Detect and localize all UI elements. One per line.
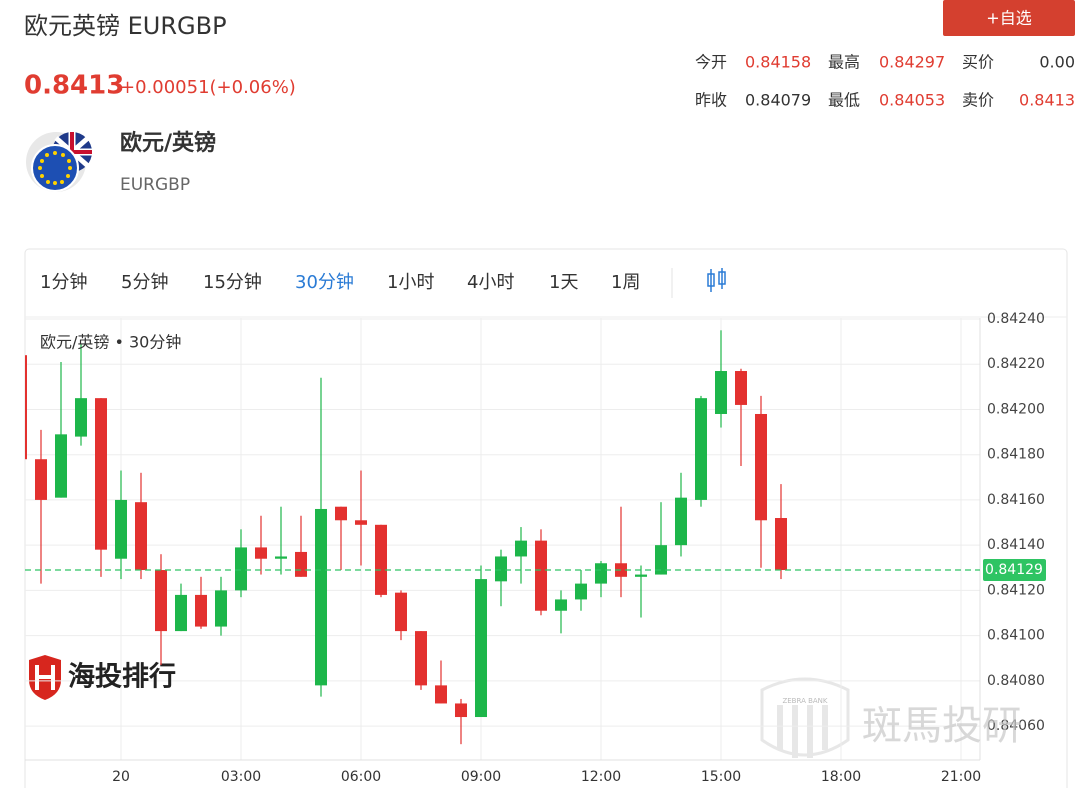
candle-body [75, 398, 87, 437]
chart-panel [24, 248, 1068, 788]
candle-body [495, 556, 507, 582]
y-tick-label: 0.84060 [987, 718, 1045, 734]
watermark-brand-en: ZEBRA BANK [782, 697, 827, 705]
stat-label: 最高 [828, 53, 860, 72]
candle-body [375, 524, 387, 595]
candle-body [175, 594, 187, 632]
candle-body [95, 398, 107, 550]
candle-body [155, 570, 167, 632]
timeframe-tab[interactable]: 5分钟 [121, 272, 168, 293]
x-tick-label: 06:00 [341, 769, 381, 785]
y-tick-label: 0.84120 [987, 582, 1045, 598]
stat-value: 0.84158 [745, 53, 811, 72]
candle-body [355, 520, 367, 525]
add-watchlist-button[interactable] [943, 0, 1075, 36]
candle-body [35, 459, 47, 500]
candle-body [115, 499, 127, 559]
candle-body [735, 371, 747, 405]
last-price-badge [983, 559, 1046, 582]
grid [25, 318, 980, 760]
stat-label: 买价 [962, 53, 994, 72]
x-tick-label: 18:00 [821, 769, 861, 785]
add-watchlist-label[interactable]: +自选 [986, 9, 1031, 28]
x-tick-label: 03:00 [221, 769, 261, 785]
stat-label: 卖价 [962, 91, 994, 110]
stat-label: 最低 [828, 91, 860, 110]
candle-body [295, 551, 307, 577]
candle-body [435, 685, 447, 704]
brand-watermark [760, 677, 850, 758]
candle-body [275, 556, 287, 559]
candle-body [775, 518, 787, 571]
y-tick-label: 0.84160 [987, 492, 1045, 508]
candle-body [655, 545, 667, 575]
y-tick-label: 0.84240 [987, 311, 1045, 327]
y-tick-label: 0.84220 [987, 356, 1045, 372]
candle-body [255, 547, 267, 559]
last-price: 0.8413 [24, 71, 124, 101]
stat-value: 0.8413 [1019, 91, 1075, 110]
candle-body [55, 434, 67, 498]
x-tick-label: 09:00 [461, 769, 501, 785]
timeframe-tab[interactable]: 1小时 [387, 272, 434, 293]
candle-body [135, 502, 147, 571]
timeframe-tab[interactable]: 30分钟 [295, 272, 354, 293]
stat-value: 0.84079 [745, 91, 811, 110]
stat-value: 0.00 [1039, 53, 1075, 72]
timeframe-tab[interactable]: 1周 [611, 272, 640, 293]
timeframe-tab[interactable]: 15分钟 [203, 272, 262, 293]
candle-body [695, 398, 707, 500]
x-tick-label: 15:00 [701, 769, 741, 785]
y-tick-label: 0.84180 [987, 447, 1045, 463]
timeframe-tab[interactable]: 1分钟 [40, 272, 87, 293]
candle-body [595, 563, 607, 584]
page-title: 欧元英镑 EURGBP [24, 12, 227, 40]
chart-type-icon[interactable] [707, 268, 726, 292]
last-price-label: 0.84129 [985, 562, 1043, 578]
candle-body [215, 590, 227, 627]
timeframe-tab[interactable]: 4小时 [467, 272, 514, 293]
stat-label: 今开 [695, 53, 727, 72]
stat-value: 0.84053 [879, 91, 945, 110]
y-tick-label: 0.84200 [987, 401, 1045, 417]
y-tick-label: 0.84080 [987, 673, 1045, 689]
logo-watermark [29, 655, 61, 700]
x-tick-label: 12:00 [581, 769, 621, 785]
candle-body [575, 583, 587, 600]
flag-icon [26, 132, 92, 192]
candle-body [235, 547, 247, 591]
candle-body [635, 574, 647, 577]
price-change: +0.00051(+0.06%) [120, 77, 296, 98]
x-tick-label: 21:00 [941, 769, 981, 785]
candle-body [315, 508, 327, 686]
candle-body [195, 594, 207, 627]
candle-body [415, 631, 427, 686]
candle-body [675, 497, 687, 546]
chart-title: 欧元/英镑 • 30分钟 [40, 333, 181, 352]
stat-label: 昨收 [695, 91, 727, 110]
stat-value: 0.84297 [879, 53, 945, 72]
candle-body [455, 703, 467, 718]
watermark-brand: 斑馬投研 [862, 703, 1022, 749]
candle-body [475, 579, 487, 718]
instrument-code: EURGBP [120, 175, 190, 195]
candle-body [535, 540, 547, 611]
candle-body [25, 355, 27, 460]
candle-body [395, 592, 407, 632]
candle-body [555, 599, 567, 611]
y-tick-label: 0.84100 [987, 628, 1045, 644]
candle-body [715, 371, 727, 414]
candle-body [335, 506, 347, 521]
timeframe-tab[interactable]: 1天 [549, 272, 578, 293]
candles [25, 330, 787, 745]
candle-body [755, 413, 767, 521]
y-tick-label: 0.84140 [987, 537, 1045, 553]
x-tick-label: 20 [112, 769, 130, 785]
candle-body [515, 540, 527, 557]
instrument-name: 欧元/英镑 [120, 130, 216, 156]
watermark-logo-text: 海投排行 [68, 661, 176, 693]
